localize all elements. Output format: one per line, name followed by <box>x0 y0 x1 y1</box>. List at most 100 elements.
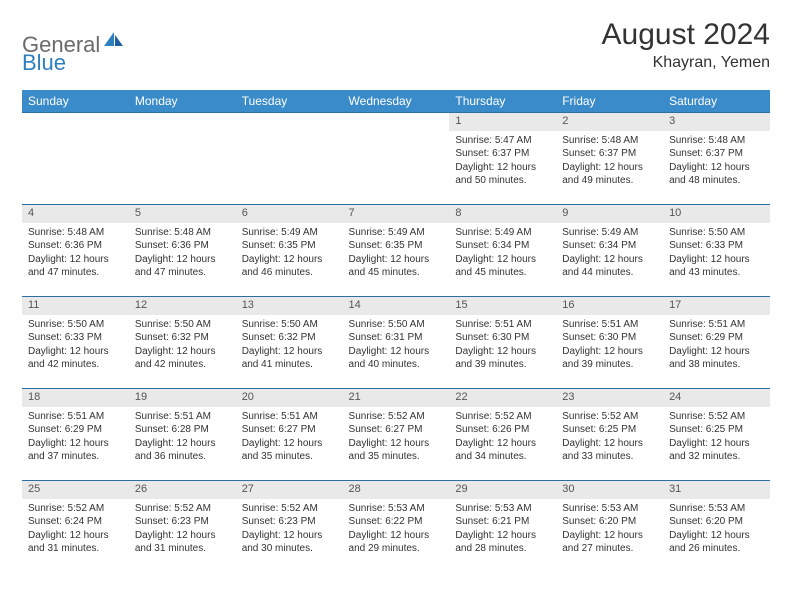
day-number-cell: 25 <box>22 481 129 499</box>
day-info-cell: Sunrise: 5:51 AMSunset: 6:30 PMDaylight:… <box>449 315 556 389</box>
sunrise-text: Sunrise: 5:48 AM <box>135 226 230 240</box>
sunset-text: Sunset: 6:25 PM <box>562 423 657 437</box>
daylight-text: Daylight: 12 hours and 43 minutes. <box>669 253 764 280</box>
daylight-text: Daylight: 12 hours and 39 minutes. <box>562 345 657 372</box>
day-number-cell: 20 <box>236 389 343 407</box>
day-number-cell: 22 <box>449 389 556 407</box>
sunrise-text: Sunrise: 5:52 AM <box>455 410 550 424</box>
day-info-cell: Sunrise: 5:52 AMSunset: 6:23 PMDaylight:… <box>129 499 236 573</box>
sunrise-text: Sunrise: 5:49 AM <box>562 226 657 240</box>
day-number-cell: 14 <box>343 297 450 315</box>
daylight-text: Daylight: 12 hours and 45 minutes. <box>455 253 550 280</box>
day-number-cell <box>22 113 129 131</box>
sunrise-text: Sunrise: 5:48 AM <box>28 226 123 240</box>
daylight-text: Daylight: 12 hours and 47 minutes. <box>28 253 123 280</box>
day-number-cell: 28 <box>343 481 450 499</box>
day-info-cell: Sunrise: 5:53 AMSunset: 6:21 PMDaylight:… <box>449 499 556 573</box>
daylight-text: Daylight: 12 hours and 50 minutes. <box>455 161 550 188</box>
day-info-cell: Sunrise: 5:48 AMSunset: 6:36 PMDaylight:… <box>129 223 236 297</box>
day-number-cell: 5 <box>129 205 236 223</box>
logo-text-blue: Blue <box>22 50 66 76</box>
sunset-text: Sunset: 6:21 PM <box>455 515 550 529</box>
sunset-text: Sunset: 6:32 PM <box>135 331 230 345</box>
sunrise-text: Sunrise: 5:50 AM <box>242 318 337 332</box>
calendar-header-row: SundayMondayTuesdayWednesdayThursdayFrid… <box>22 90 770 113</box>
day-info-cell <box>236 131 343 205</box>
day-info-cell: Sunrise: 5:48 AMSunset: 6:36 PMDaylight:… <box>22 223 129 297</box>
sunrise-text: Sunrise: 5:52 AM <box>562 410 657 424</box>
sunset-text: Sunset: 6:20 PM <box>669 515 764 529</box>
sunrise-text: Sunrise: 5:49 AM <box>455 226 550 240</box>
sunset-text: Sunset: 6:27 PM <box>242 423 337 437</box>
sunset-text: Sunset: 6:33 PM <box>669 239 764 253</box>
sunset-text: Sunset: 6:32 PM <box>242 331 337 345</box>
sunrise-text: Sunrise: 5:50 AM <box>28 318 123 332</box>
day-number-cell: 29 <box>449 481 556 499</box>
sunset-text: Sunset: 6:27 PM <box>349 423 444 437</box>
daylight-text: Daylight: 12 hours and 34 minutes. <box>455 437 550 464</box>
day-number-cell: 6 <box>236 205 343 223</box>
day-info-cell <box>22 131 129 205</box>
day-number-cell: 9 <box>556 205 663 223</box>
daylight-text: Daylight: 12 hours and 35 minutes. <box>349 437 444 464</box>
daylight-text: Daylight: 12 hours and 47 minutes. <box>135 253 230 280</box>
sunrise-text: Sunrise: 5:47 AM <box>455 134 550 148</box>
daylight-text: Daylight: 12 hours and 48 minutes. <box>669 161 764 188</box>
day-info-cell: Sunrise: 5:50 AMSunset: 6:32 PMDaylight:… <box>236 315 343 389</box>
sunrise-text: Sunrise: 5:51 AM <box>455 318 550 332</box>
sunrise-text: Sunrise: 5:52 AM <box>669 410 764 424</box>
day-number-cell: 30 <box>556 481 663 499</box>
sunset-text: Sunset: 6:22 PM <box>349 515 444 529</box>
day-number-cell: 12 <box>129 297 236 315</box>
sunset-text: Sunset: 6:37 PM <box>455 147 550 161</box>
sunset-text: Sunset: 6:29 PM <box>28 423 123 437</box>
daylight-text: Daylight: 12 hours and 26 minutes. <box>669 529 764 556</box>
day-info-cell: Sunrise: 5:49 AMSunset: 6:34 PMDaylight:… <box>556 223 663 297</box>
day-info-cell: Sunrise: 5:51 AMSunset: 6:29 PMDaylight:… <box>663 315 770 389</box>
weekday-header: Sunday <box>22 90 129 113</box>
sunrise-text: Sunrise: 5:48 AM <box>562 134 657 148</box>
title-block: August 2024 Khayran, Yemen <box>602 18 770 72</box>
sunrise-text: Sunrise: 5:52 AM <box>28 502 123 516</box>
sunset-text: Sunset: 6:30 PM <box>455 331 550 345</box>
sunset-text: Sunset: 6:35 PM <box>242 239 337 253</box>
day-number-cell: 17 <box>663 297 770 315</box>
day-info-cell: Sunrise: 5:50 AMSunset: 6:31 PMDaylight:… <box>343 315 450 389</box>
daylight-text: Daylight: 12 hours and 45 minutes. <box>349 253 444 280</box>
day-info-cell: Sunrise: 5:50 AMSunset: 6:32 PMDaylight:… <box>129 315 236 389</box>
day-number-cell: 16 <box>556 297 663 315</box>
location: Khayran, Yemen <box>602 54 770 72</box>
day-info-cell: Sunrise: 5:52 AMSunset: 6:23 PMDaylight:… <box>236 499 343 573</box>
daylight-text: Daylight: 12 hours and 49 minutes. <box>562 161 657 188</box>
day-info-cell: Sunrise: 5:47 AMSunset: 6:37 PMDaylight:… <box>449 131 556 205</box>
sunrise-text: Sunrise: 5:52 AM <box>349 410 444 424</box>
daylight-text: Daylight: 12 hours and 40 minutes. <box>349 345 444 372</box>
sunrise-text: Sunrise: 5:51 AM <box>562 318 657 332</box>
day-info-cell: Sunrise: 5:53 AMSunset: 6:20 PMDaylight:… <box>663 499 770 573</box>
daylight-text: Daylight: 12 hours and 42 minutes. <box>135 345 230 372</box>
calendar-page: General August 2024 Khayran, Yemen Blue … <box>0 0 792 583</box>
sunset-text: Sunset: 6:31 PM <box>349 331 444 345</box>
day-number-cell: 7 <box>343 205 450 223</box>
day-number-cell: 13 <box>236 297 343 315</box>
day-number-cell: 1 <box>449 113 556 131</box>
logo-sail-icon <box>104 32 124 46</box>
day-number-cell: 11 <box>22 297 129 315</box>
day-number-cell: 31 <box>663 481 770 499</box>
day-number-cell: 26 <box>129 481 236 499</box>
sunrise-text: Sunrise: 5:53 AM <box>349 502 444 516</box>
daylight-text: Daylight: 12 hours and 46 minutes. <box>242 253 337 280</box>
sunrise-text: Sunrise: 5:51 AM <box>135 410 230 424</box>
daylight-text: Daylight: 12 hours and 41 minutes. <box>242 345 337 372</box>
daylight-text: Daylight: 12 hours and 42 minutes. <box>28 345 123 372</box>
day-info-cell: Sunrise: 5:49 AMSunset: 6:34 PMDaylight:… <box>449 223 556 297</box>
daylight-text: Daylight: 12 hours and 32 minutes. <box>669 437 764 464</box>
daylight-text: Daylight: 12 hours and 29 minutes. <box>349 529 444 556</box>
weekday-header: Friday <box>556 90 663 113</box>
day-info-cell: Sunrise: 5:51 AMSunset: 6:30 PMDaylight:… <box>556 315 663 389</box>
sunrise-text: Sunrise: 5:50 AM <box>669 226 764 240</box>
daylight-text: Daylight: 12 hours and 36 minutes. <box>135 437 230 464</box>
day-info-cell: Sunrise: 5:51 AMSunset: 6:29 PMDaylight:… <box>22 407 129 481</box>
sunrise-text: Sunrise: 5:53 AM <box>669 502 764 516</box>
sunset-text: Sunset: 6:34 PM <box>455 239 550 253</box>
